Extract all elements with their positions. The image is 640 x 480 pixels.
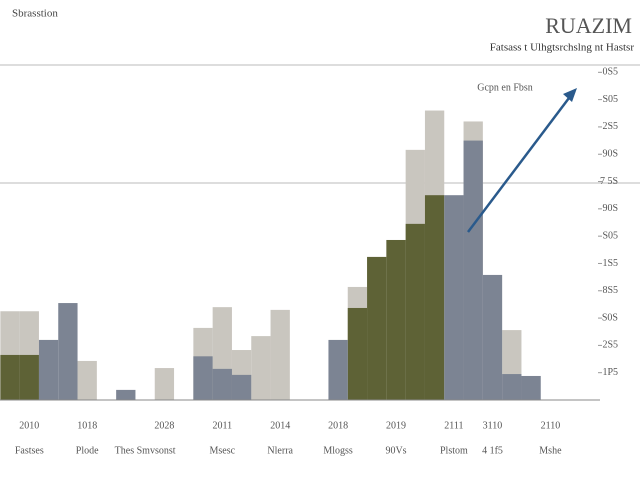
bar <box>482 274 503 400</box>
bar <box>154 368 175 400</box>
x-group-label: 90Vs <box>385 445 406 456</box>
bar <box>328 339 348 400</box>
x-tick-label: 2011 <box>212 420 232 431</box>
x-group-label: Nlerra <box>267 445 293 456</box>
x-tick-label: 2110 <box>541 420 561 431</box>
bar <box>405 223 425 400</box>
bar <box>38 339 59 400</box>
trend-arrow <box>467 93 573 233</box>
y-tick-label: 90S <box>602 149 618 160</box>
bar <box>386 239 406 400</box>
bar <box>444 195 464 400</box>
bar <box>270 309 290 400</box>
y-tick-label: 2S5 <box>602 340 618 351</box>
bar <box>19 354 39 400</box>
x-tick-label: 2014 <box>270 420 290 431</box>
bar <box>347 307 368 400</box>
x-tick-label: 2018 <box>328 420 348 431</box>
x-group-label: Msesc <box>210 445 236 456</box>
x-group-label: Plode <box>76 445 99 456</box>
y-tick-label: 1S5 <box>602 258 618 269</box>
y-tick-label: 7 5S <box>600 176 618 187</box>
y-tick-label: 1P5 <box>602 367 618 378</box>
x-group-label: Plstom <box>440 445 468 456</box>
y-tick-label: S05 <box>602 94 618 105</box>
x-tick-label: 2111 <box>444 420 463 431</box>
bar <box>463 140 483 401</box>
x-tick-label: 2010 <box>19 420 39 431</box>
x-group-label: Mshe <box>539 445 562 456</box>
x-group-label: Thes Smvsonst <box>115 445 176 456</box>
x-tick-label: 3110 <box>483 420 503 431</box>
bars <box>0 110 541 401</box>
y-tick-label: S05 <box>602 230 618 241</box>
bar <box>116 389 136 400</box>
bar <box>424 195 445 400</box>
x-tick-label: 2019 <box>386 420 406 431</box>
bar <box>77 360 97 400</box>
chart-title: RUAZIM <box>545 13 632 38</box>
chart-subtitle: Fatsass t Ulhgtsrchslng nt Hastsr <box>490 42 635 54</box>
x-group-label: 4 1f5 <box>482 445 503 456</box>
bar <box>212 368 232 400</box>
x-tick-label: 1018 <box>77 420 97 431</box>
bar <box>0 354 20 400</box>
annotation: Gcpn en Fbsn <box>477 82 533 93</box>
x-group-label: Fastses <box>15 445 44 456</box>
bar <box>367 256 387 400</box>
x-group-label: Mlogss <box>323 445 353 456</box>
arrow-head <box>563 88 577 102</box>
y-tick-label: 8S5 <box>602 285 618 296</box>
x-tick-label: 2028 <box>154 420 174 431</box>
y-tick-label: 2S5 <box>602 121 618 132</box>
bar <box>502 374 522 400</box>
y-tick-label: S0S <box>602 312 618 323</box>
bar <box>231 374 252 400</box>
bar <box>521 375 541 400</box>
bar <box>193 356 213 400</box>
y-tick-label: 0S5 <box>602 67 618 78</box>
bar <box>58 303 78 400</box>
y-tick-label: 90S <box>602 203 618 214</box>
bar <box>251 336 271 400</box>
corner-label: Sbrasstion <box>12 8 58 20</box>
